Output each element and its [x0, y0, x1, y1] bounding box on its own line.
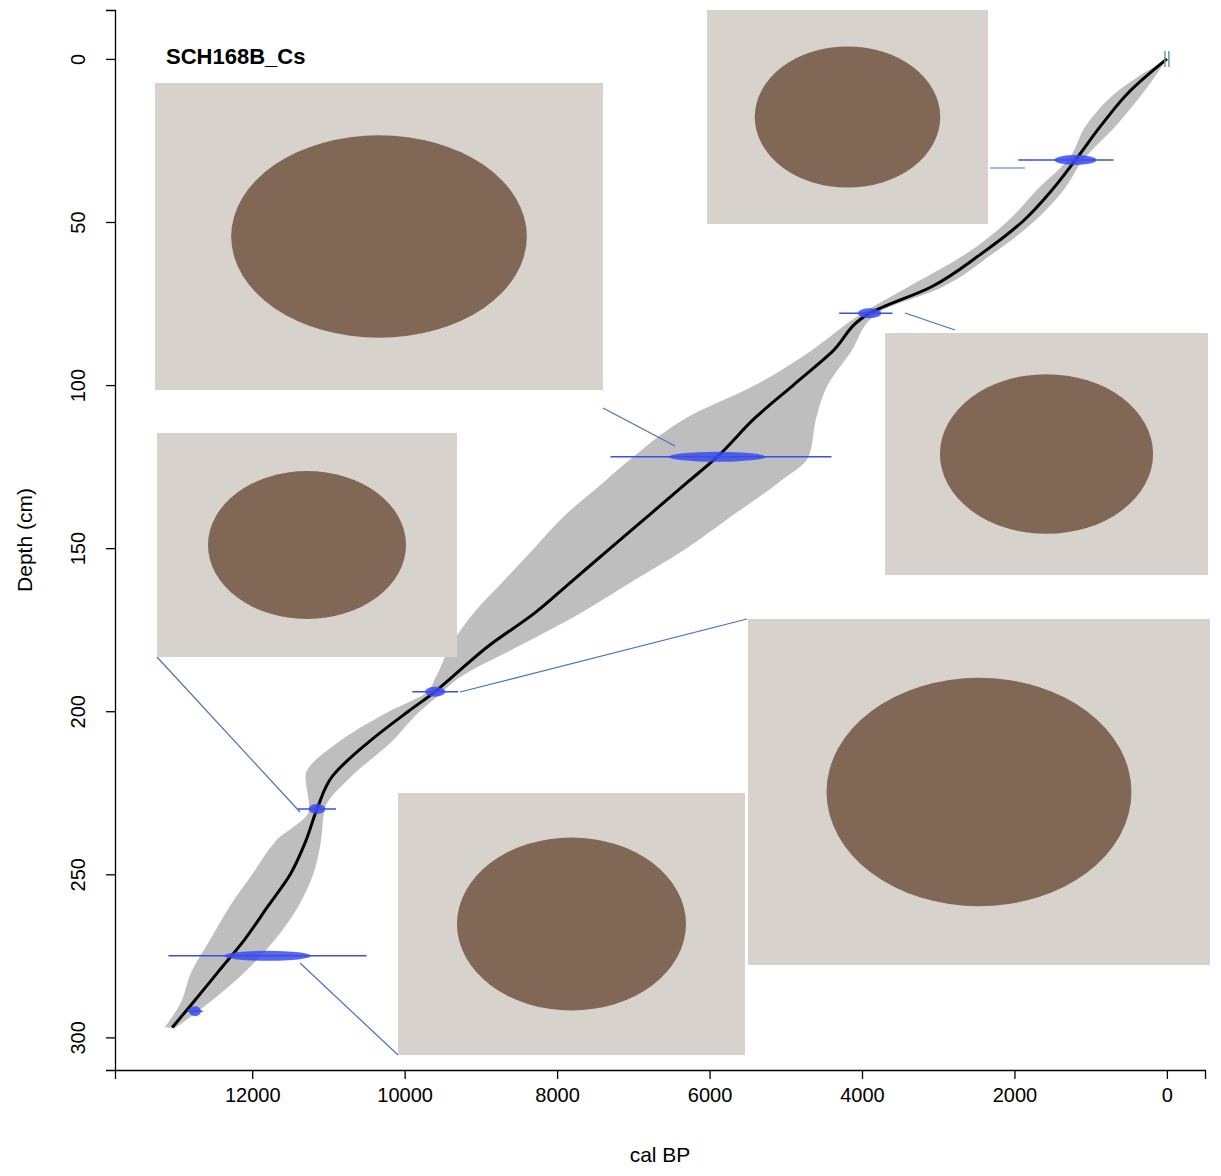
- leader-line: [157, 657, 300, 812]
- photo: [707, 10, 988, 224]
- y-tick-mark: [106, 385, 115, 386]
- y-tick: 50: [67, 211, 115, 233]
- date-distribution: [1054, 155, 1096, 165]
- y-tick: 250: [67, 858, 115, 891]
- date-distribution: [309, 804, 326, 814]
- x-tick-mark: [709, 1070, 710, 1079]
- chart: 12000 10000 8000 6000 4000 2000 0 0 50 100 150 200 2…: [0, 0, 1221, 1176]
- leader-line: [300, 963, 398, 1055]
- photo-specimen: [940, 374, 1153, 534]
- x-tick: 10000: [377, 1070, 433, 1106]
- x-tick-label: 0: [1162, 1084, 1173, 1106]
- y-tick-label: 200: [67, 695, 89, 728]
- y-axis-title: Depth (cm): [13, 488, 36, 592]
- y-tick-label: 300: [67, 1021, 89, 1054]
- chart-title: SCH168B_Cs: [166, 44, 305, 69]
- x-tick: 0: [1162, 1070, 1173, 1106]
- leader-line: [990, 167, 1025, 168]
- photo: [155, 83, 603, 390]
- x-tick-mark: [252, 1070, 253, 1079]
- photo-specimen: [457, 838, 686, 1011]
- photo-specimen: [231, 135, 527, 338]
- photo: [885, 333, 1208, 575]
- photo: [157, 433, 457, 657]
- x-tick-mark: [405, 1070, 406, 1079]
- x-tick-mark: [1014, 1070, 1015, 1079]
- y-tick-mark: [106, 874, 115, 875]
- photo: [398, 793, 745, 1055]
- y-tick-label: 50: [67, 211, 89, 233]
- photo: [748, 619, 1210, 965]
- y-tick-label: 0: [67, 54, 89, 65]
- photo-specimen: [208, 471, 406, 619]
- y-axis: 0 50 100 150 200 250 300: [67, 11, 116, 1071]
- date-distribution: [425, 687, 445, 697]
- x-axis: 12000 10000 8000 6000 4000 2000 0: [116, 1070, 1206, 1106]
- x-tick-mark: [862, 1070, 863, 1079]
- date-distribution: [669, 452, 766, 462]
- x-tick: 2000: [993, 1070, 1038, 1106]
- photo-specimen: [827, 678, 1132, 906]
- x-tick-label: 6000: [688, 1084, 733, 1106]
- x-tick: 8000: [535, 1070, 580, 1106]
- surface-date: [1164, 51, 1166, 67]
- date-distribution: [189, 1006, 201, 1016]
- x-tick: 6000: [688, 1070, 733, 1106]
- y-tick: 300: [67, 1021, 115, 1054]
- x-tick-label: 10000: [377, 1084, 433, 1106]
- leader-line: [603, 408, 675, 446]
- y-tick-mark: [106, 711, 115, 712]
- x-tick: 12000: [225, 1070, 281, 1106]
- x-axis-line: [116, 1071, 1206, 1080]
- y-tick-mark: [106, 222, 115, 223]
- surface-date: [1168, 51, 1170, 67]
- leader-line: [460, 619, 747, 692]
- y-tick-label: 250: [67, 858, 89, 891]
- photo-insets: [155, 10, 1210, 1055]
- y-tick: 150: [67, 532, 115, 565]
- y-tick-mark: [106, 548, 115, 549]
- y-axis-line: [106, 11, 116, 1071]
- x-tick-mark: [1167, 1070, 1168, 1079]
- photo-specimen: [755, 46, 940, 187]
- x-tick-label: 12000: [225, 1084, 281, 1106]
- date-distribution: [224, 951, 311, 961]
- y-tick-mark: [106, 59, 115, 60]
- x-tick-mark: [557, 1070, 558, 1079]
- x-axis-title: cal BP: [630, 1143, 691, 1166]
- x-tick-label: 4000: [840, 1084, 885, 1106]
- x-tick: 4000: [840, 1070, 885, 1106]
- y-tick-label: 100: [67, 369, 89, 402]
- x-tick-label: 8000: [535, 1084, 580, 1106]
- date-distribution: [858, 308, 881, 318]
- y-tick: 0: [67, 54, 115, 65]
- y-tick-mark: [106, 1037, 115, 1038]
- leader-line: [905, 313, 955, 330]
- y-tick: 100: [67, 369, 115, 402]
- y-tick: 200: [67, 695, 115, 728]
- y-tick-label: 150: [67, 532, 89, 565]
- x-tick-label: 2000: [993, 1084, 1038, 1106]
